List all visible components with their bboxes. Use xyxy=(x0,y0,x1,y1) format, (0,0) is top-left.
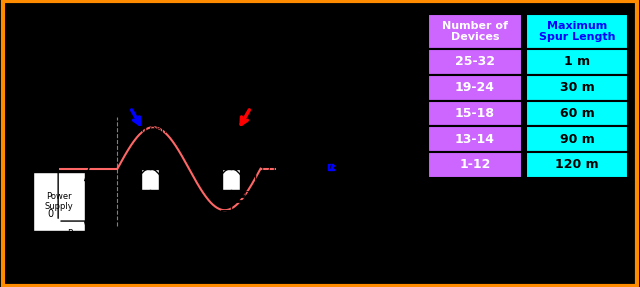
Text: Time: Time xyxy=(349,231,369,240)
Text: Terminator: Terminator xyxy=(246,248,316,276)
Bar xyxy=(141,169,159,191)
Text: Device Current: Device Current xyxy=(17,137,26,201)
Text: 100 Ohm: 100 Ohm xyxy=(131,126,169,135)
Bar xyxy=(526,126,628,152)
Text: Fieldbus Network   C is sized to pass 31.25 kbit/s.: Fieldbus Network C is sized to pass 31.2… xyxy=(88,274,295,282)
Bar xyxy=(428,49,522,75)
Bar xyxy=(33,172,85,231)
Text: Voltage: Voltage xyxy=(285,153,294,185)
Text: Fieldbus Signal: Fieldbus Signal xyxy=(328,17,401,26)
Text: Transmitting: Transmitting xyxy=(163,229,215,238)
Text: 0.75 to 1.0 V p-p: 0.75 to 1.0 V p-p xyxy=(320,162,390,171)
Text: Power 9 to 32 Volts: Power 9 to 32 Volts xyxy=(311,180,392,189)
Text: 100 Ohm: 100 Ohm xyxy=(212,126,250,135)
Text: Fieldbus Device: Fieldbus Device xyxy=(153,17,230,26)
Text: 25-32: 25-32 xyxy=(455,55,495,69)
Bar xyxy=(428,126,522,152)
Text: 1 m: 1 m xyxy=(564,55,590,69)
Text: C: C xyxy=(244,191,250,200)
Bar xyxy=(526,75,628,100)
Text: Number of
Devices: Number of Devices xyxy=(442,21,508,42)
Text: +: + xyxy=(45,122,53,132)
Text: NOTE:  As an option, one of the terminators may be center-tapped and grounded: NOTE: As an option, one of the terminato… xyxy=(12,279,353,287)
Text: 30 m: 30 m xyxy=(560,81,595,94)
Bar xyxy=(98,142,280,265)
Text: 60 m: 60 m xyxy=(560,107,595,120)
Text: 0: 0 xyxy=(47,209,53,219)
Text: Power
Supply: Power Supply xyxy=(45,192,74,211)
Bar xyxy=(428,152,522,178)
Bar xyxy=(428,13,522,49)
Text: 15-18: 15-18 xyxy=(455,107,495,120)
Text: 19-24: 19-24 xyxy=(455,81,495,94)
Text: Receiving: Receiving xyxy=(67,229,108,238)
Text: 15 to 20 mA p-p: 15 to 20 mA p-p xyxy=(260,164,327,173)
Text: 1-12: 1-12 xyxy=(460,158,491,171)
Bar xyxy=(526,152,628,178)
Text: 90 m: 90 m xyxy=(560,133,595,146)
Bar xyxy=(222,169,240,191)
Bar xyxy=(428,75,522,100)
Text: C: C xyxy=(163,191,169,200)
Text: 120 m: 120 m xyxy=(556,158,599,171)
Bar xyxy=(428,100,522,126)
Bar xyxy=(526,13,628,49)
Bar xyxy=(526,100,628,126)
Bar xyxy=(526,49,628,75)
Text: Maximum
Spur Length: Maximum Spur Length xyxy=(539,21,616,42)
Text: 13-14: 13-14 xyxy=(455,133,495,146)
